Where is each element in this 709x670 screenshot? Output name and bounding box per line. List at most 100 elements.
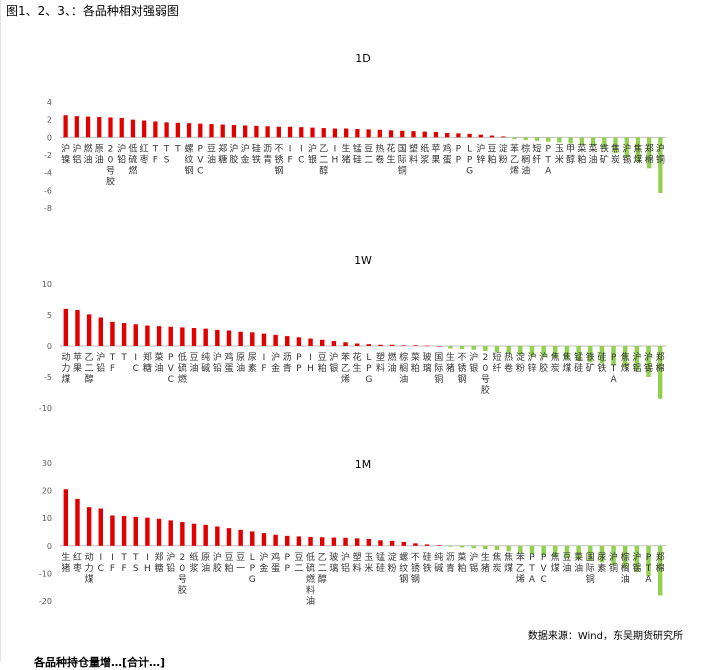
category-char: 蛋 [271, 563, 280, 574]
bar [74, 116, 79, 138]
category-label: 纸浆 [420, 142, 429, 165]
category-char: 枣 [140, 154, 149, 165]
category-label: 国际铜 [434, 352, 443, 385]
category-char: 豆 [488, 143, 497, 154]
bar [400, 130, 405, 138]
category-char: 红 [73, 551, 82, 563]
category-char: P [198, 144, 204, 154]
category-char: T [109, 353, 116, 363]
category-char: 热 [375, 142, 384, 154]
bar [308, 338, 313, 346]
category-char: 锈 [274, 153, 283, 165]
category-char: 纹 [185, 153, 194, 165]
category-char: 际 [586, 563, 595, 574]
category-label: 豆一 [236, 552, 245, 574]
category-label: 乙二醇 [85, 352, 94, 385]
category-char: 锌 [527, 362, 536, 374]
category-char: 郑 [218, 142, 227, 154]
bar [354, 538, 360, 546]
chart-title: 1M [355, 458, 372, 471]
category-label: 沪铅 [96, 351, 105, 374]
category-char: P [285, 553, 291, 563]
y-tick-label: -5 [44, 373, 52, 382]
bar [130, 119, 136, 138]
category-label: 2 0 号胶 [481, 353, 490, 396]
category-char: 纯 [434, 551, 443, 563]
bar [156, 518, 162, 546]
category-char: 油 [574, 562, 583, 574]
category-char: 一 [236, 564, 245, 574]
bar [110, 515, 115, 546]
bar [494, 545, 500, 550]
category-label: 沪铅 [213, 351, 222, 374]
bar [422, 131, 427, 138]
category-label: 鸡蛋 [443, 142, 452, 165]
category-char: I [309, 353, 312, 363]
category-char: 号 [481, 374, 490, 385]
bar [553, 346, 558, 359]
category-char: C [98, 564, 104, 574]
category-char: 玉 [364, 552, 373, 563]
category-char: 猪 [481, 562, 490, 574]
category-label: 花生 [387, 142, 396, 165]
category-char: 煤 [551, 562, 560, 574]
bar [215, 329, 220, 346]
category-char: P [168, 353, 174, 363]
bar [590, 137, 596, 147]
category-label: 郑糖 [143, 351, 152, 374]
category-char: 塑 [353, 552, 362, 563]
category-char: 硅 [574, 362, 583, 374]
category-char: 榈 [621, 562, 630, 574]
category-char: 沪 [656, 142, 665, 154]
category-label: 纸浆 [190, 551, 199, 574]
category-char: I [111, 553, 114, 563]
bar [624, 137, 629, 158]
category-label: 沪镍 [61, 142, 70, 165]
category-char: 铜 [434, 373, 443, 385]
category-char: 苯 [341, 351, 350, 363]
bar [121, 323, 127, 346]
category-char: 煤 [85, 573, 94, 585]
bar [436, 545, 441, 546]
category-char: 铝 [341, 562, 350, 574]
category-char: 棕 [621, 551, 630, 563]
category-char: 沪 [632, 351, 641, 363]
category-char: 钢 [411, 573, 420, 585]
category-label: 玉米 [555, 143, 564, 165]
category-char: G [365, 375, 372, 385]
category-label: 鸡蛋 [224, 351, 233, 374]
category-label: 铁矿 [586, 351, 595, 374]
category-char: I [134, 353, 137, 363]
category-char: 料 [409, 153, 418, 165]
bar [142, 120, 147, 138]
category-char: L [250, 553, 255, 563]
category-char: 乙 [319, 143, 328, 154]
category-char: 粉 [388, 562, 397, 574]
category-char: 炭 [611, 154, 620, 165]
bar [611, 545, 616, 566]
category-char: 硫 [178, 362, 187, 374]
category-label: T [120, 353, 127, 363]
category-char: 淀 [388, 551, 397, 563]
category-char: 米 [364, 562, 373, 574]
category-char: T [152, 144, 159, 154]
category-char: C [540, 575, 546, 585]
category-char: 沪 [241, 142, 250, 154]
bar [98, 508, 104, 546]
bar [261, 333, 267, 346]
bar [168, 520, 173, 546]
bar [156, 326, 162, 346]
category-char: 钢 [399, 573, 408, 585]
category-char: 鸡 [443, 142, 452, 154]
category-char: 金 [241, 153, 250, 165]
category-label: 生猪 [61, 551, 70, 574]
category-char: 醇 [566, 153, 575, 165]
category-char: 豆 [207, 143, 216, 154]
category-char: 猪 [446, 362, 455, 374]
category-char: 玻 [423, 351, 432, 363]
category-label: 动力煤 [61, 352, 70, 385]
